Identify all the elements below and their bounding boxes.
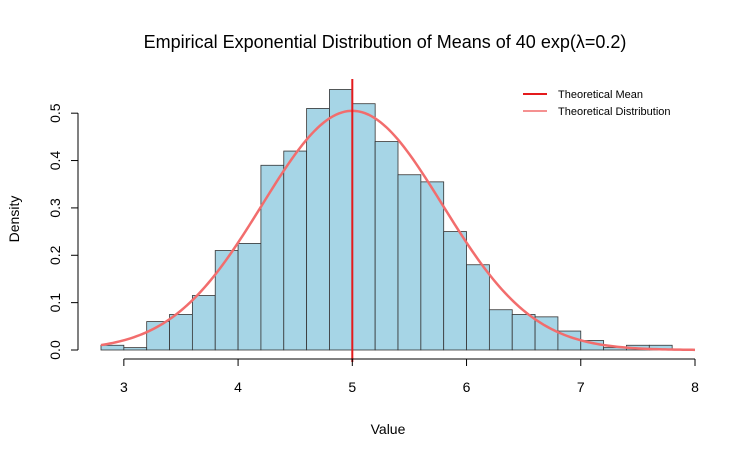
histogram-bar [191, 295, 216, 351]
histogram-bar [237, 243, 262, 351]
y-tick-label: 0.4 [47, 151, 63, 171]
theoretical-distribution-curve [100, 109, 696, 352]
legend-label-theoretical-distribution: Theoretical Distribution [558, 106, 671, 118]
x-axis-label: Value [371, 421, 406, 437]
x-tick-label: 5 [348, 379, 356, 395]
y-tick-label: 0.0 [47, 340, 63, 360]
x-tick-label: 3 [120, 379, 128, 395]
histogram-bar [169, 314, 193, 351]
histogram-bar [511, 314, 536, 351]
x-tick-label: 4 [234, 379, 242, 395]
y-axis: 0.0 0.1 0.2 0.3 0.4 0.5 [47, 103, 79, 360]
histogram-bar [466, 264, 490, 351]
x-tick-label: 8 [691, 379, 699, 395]
y-tick-label: 0.2 [47, 245, 63, 265]
histogram-bar [420, 181, 445, 351]
histogram-bar [283, 150, 308, 351]
histogram-bar [306, 108, 330, 351]
histogram-bar [351, 103, 376, 351]
chart-title: Empirical Exponential Distribution of Me… [144, 32, 627, 52]
legend-label-theoretical-mean: Theoretical Mean [558, 89, 643, 101]
histogram-bar [214, 250, 239, 351]
x-tick-label: 6 [463, 379, 471, 395]
histogram-bar [329, 89, 353, 351]
y-tick-label: 0.5 [47, 103, 63, 123]
y-axis-label: Density [6, 196, 22, 243]
histogram-bar [100, 344, 125, 351]
density-curve-layer [100, 109, 696, 352]
histogram-bar [123, 347, 148, 351]
x-tick-label: 7 [577, 379, 585, 395]
legend: Theoretical Mean Theoretical Distributio… [523, 89, 671, 118]
y-tick-label: 0.3 [47, 198, 63, 218]
histogram-bars [100, 89, 673, 351]
y-tick-label: 0.1 [47, 293, 63, 313]
x-axis: 3 4 5 6 7 8 [120, 358, 699, 395]
histogram-bar [488, 309, 513, 351]
histogram-bar [397, 174, 422, 351]
histogram-bar [374, 141, 399, 351]
histogram-bar [260, 164, 285, 351]
histogram-bar [443, 231, 467, 351]
